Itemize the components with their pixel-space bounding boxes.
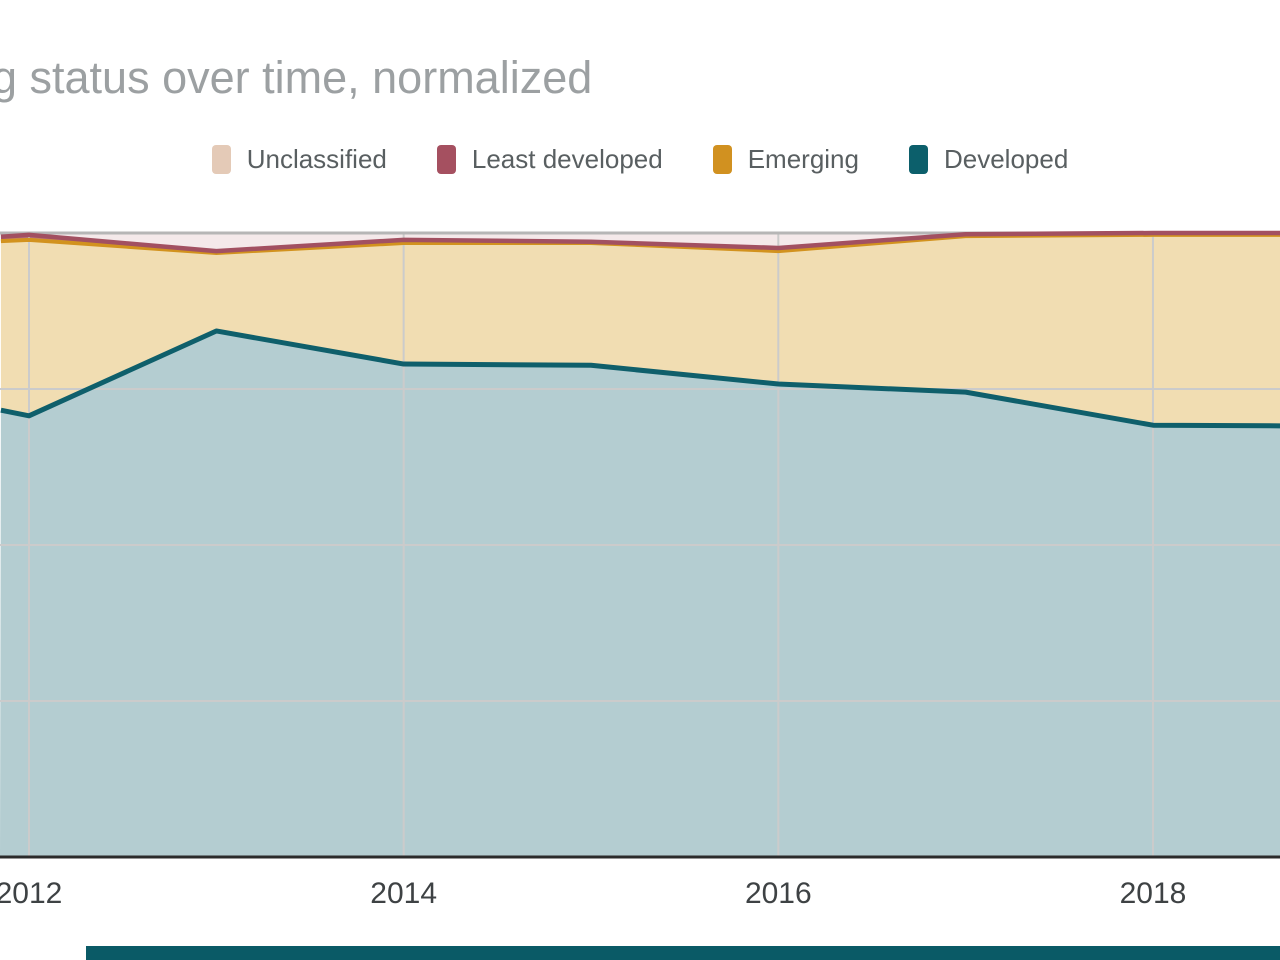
legend-item-unclassified[interactable]: Unclassified (211, 144, 387, 175)
legend-label: Developed (943, 144, 1069, 174)
x-axis-label: 2018 (1119, 877, 1187, 910)
legend-swatch-emerging (712, 145, 732, 174)
legend-swatch-developed (908, 145, 928, 174)
line-least-developed (0, 230, 1280, 254)
footer-bar (86, 946, 1280, 960)
area-emerging (0, 234, 1280, 426)
legend-swatch-unclassified (211, 145, 231, 174)
legend-item-developed[interactable]: Developed (908, 144, 1069, 175)
legend-label: Unclassified (246, 144, 387, 174)
legend-item-emerging[interactable]: Emerging (712, 144, 859, 175)
area-developed (0, 330, 1280, 857)
legend-label: Least developed (471, 144, 663, 174)
chart-title: g status over time, normalized (0, 52, 593, 103)
legend: Unclassified Least developed Emerging De… (0, 144, 1280, 175)
line-developed (0, 328, 1280, 429)
legend-label: Emerging (747, 144, 859, 174)
x-axis-label: 2012 (0, 877, 63, 910)
x-axis-label: 2014 (370, 877, 438, 910)
legend-swatch-least-developed (436, 145, 456, 174)
x-axis-label: 2016 (744, 877, 812, 910)
legend-item-least-developed[interactable]: Least developed (436, 144, 663, 175)
